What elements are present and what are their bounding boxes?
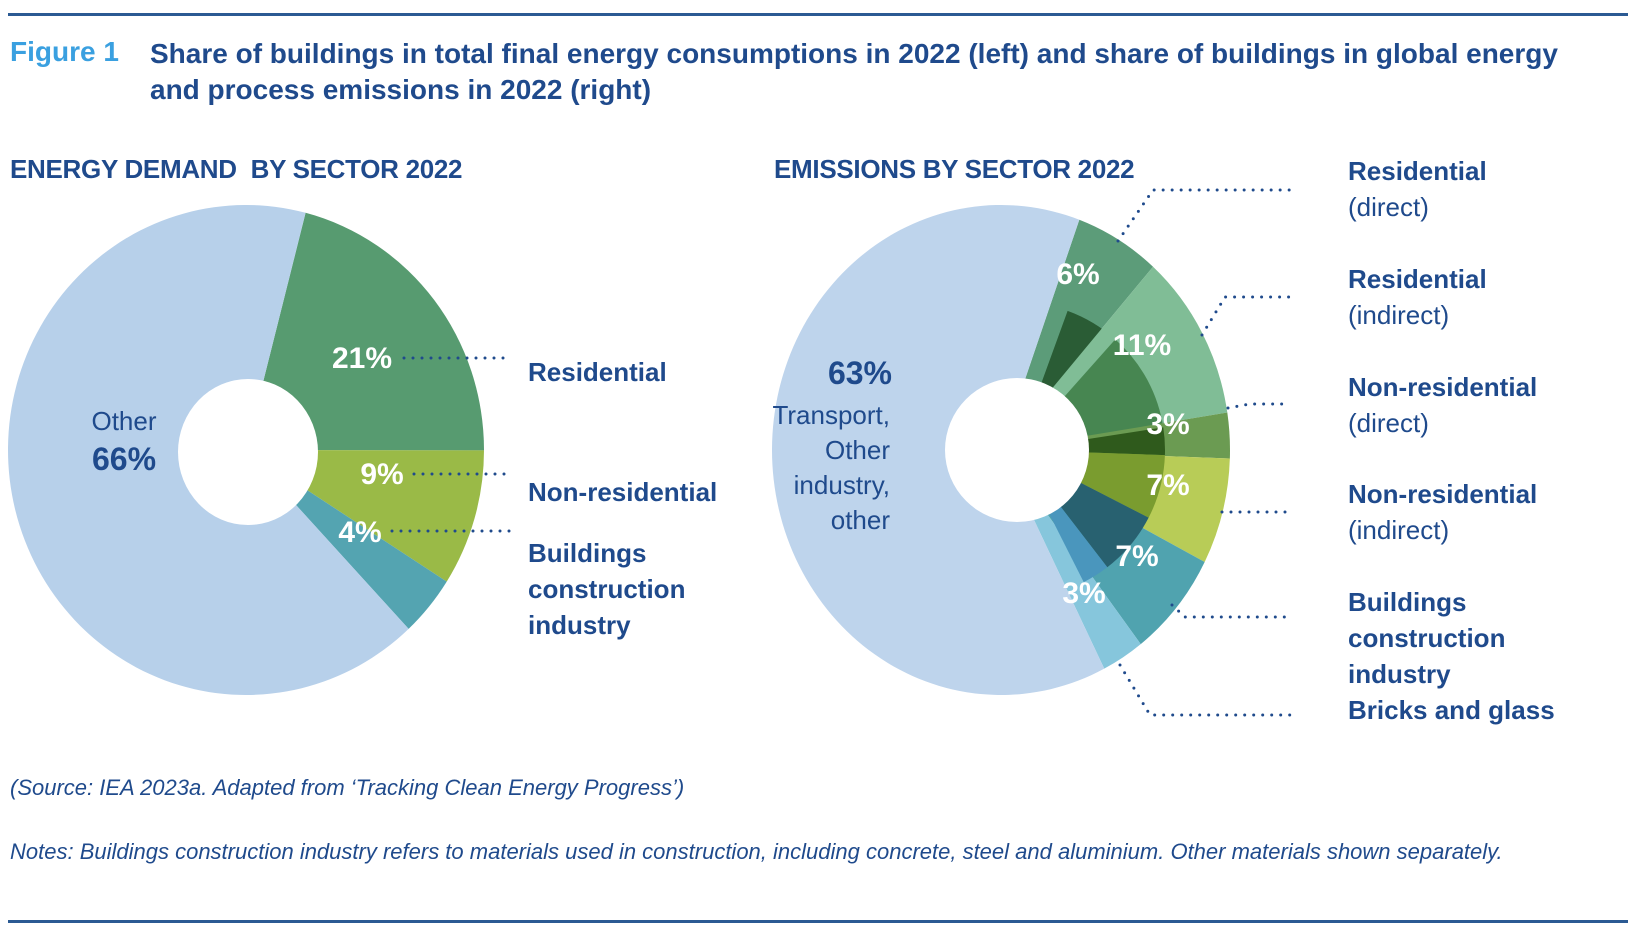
center-label-other-value: 66% — [92, 441, 156, 477]
right-chart-title: EMISSIONS BY SECTOR 2022 — [774, 154, 1135, 184]
legend-left-residential: Residential — [528, 357, 667, 387]
pct-label-left-residential: 21% — [332, 342, 392, 375]
center-label-transport-line-2: industry, — [794, 470, 890, 500]
slice-left-residential — [246, 212, 484, 451]
pct-label-right-bricks-and-glass: 3% — [1062, 577, 1105, 610]
pct-label-left-non-residential: 9% — [360, 458, 403, 491]
donut-hole-right — [945, 378, 1089, 522]
legend-right-bricks: Bricks and glass — [1348, 692, 1555, 728]
center-label-transport-line-3: other — [831, 505, 891, 535]
donut-hole-left — [178, 379, 318, 525]
legend-right-res-direct-bold: Residential — [1348, 156, 1487, 186]
pct-label-right-non-residential-direct: 3% — [1146, 408, 1189, 441]
top-rule — [8, 13, 1628, 16]
leader-line-right-2 — [1226, 402, 1292, 410]
figure-title: Share of buildings in total final energy… — [150, 38, 1558, 105]
legend-right-res-indirect-normal: (indirect) — [1348, 300, 1450, 330]
legend-right-construction: Buildings construction industry — [1348, 584, 1628, 692]
figure-label: Figure 1 — [10, 36, 119, 67]
leader-line-right-1 — [1200, 295, 1292, 337]
notes: Notes: Buildings construction industry r… — [10, 839, 1503, 864]
legend-left-construction-line1: Buildings — [528, 538, 647, 568]
pct-label-right-non-residential-indirect: 7% — [1146, 469, 1189, 502]
pct-label-right-buildings-construction-industry: 7% — [1115, 540, 1158, 573]
leader-line-right-4 — [1170, 603, 1292, 619]
legend-right-construction-line2: industry — [1348, 659, 1451, 689]
legend-right-nonres-indirect-bold: Non-residential — [1348, 479, 1538, 509]
center-label-transport-value: 63% — [828, 355, 892, 391]
legend-right-bricks-bold: Bricks and glass — [1348, 695, 1555, 725]
pct-label-right-residential-direct: 6% — [1056, 258, 1099, 291]
legend-right-nonres-indirect: Non-residential (indirect) — [1348, 476, 1537, 548]
legend-right-nonres-direct-normal: (direct) — [1348, 408, 1429, 438]
legend-right-res-indirect: Residential (indirect) — [1348, 261, 1487, 333]
legend-right-res-direct-normal: (direct) — [1348, 192, 1429, 222]
source-note: (Source: IEA 2023a. Adapted from ‘Tracki… — [10, 775, 685, 800]
legend-right-nonres-direct-bold: Non-residential — [1348, 372, 1538, 402]
slice-right-transport-other-industry-other — [772, 204, 1105, 695]
center-label-transport-line-0: Transport, — [772, 400, 890, 430]
legend-right-nonres-indirect-normal: (indirect) — [1348, 515, 1450, 545]
bottom-rule — [8, 920, 1628, 923]
center-label-transport-line-1: Other — [825, 435, 890, 465]
left-chart-title: ENERGY DEMAND BY SECTOR 2022 — [10, 154, 463, 184]
pct-label-right-residential-indirect: 11% — [1113, 329, 1171, 362]
center-label-other-name: Other — [91, 406, 156, 436]
legend-left-construction-line2: construction — [528, 574, 686, 604]
leader-line-right-5 — [1118, 663, 1292, 717]
legend-right-nonres-direct: Non-residential (direct) — [1348, 369, 1537, 441]
legend-right-construction-line1: Buildings construction — [1348, 587, 1506, 653]
legend-left-non-residential: Non-residential — [528, 477, 718, 507]
legend-right-res-indirect-bold: Residential — [1348, 264, 1487, 294]
legend-left-construction: Buildings construction industry — [528, 535, 685, 643]
legend-left-construction-line3: industry — [528, 610, 631, 640]
legend-right-res-direct: Residential (direct) — [1348, 153, 1487, 225]
leader-line-right-0 — [1116, 188, 1292, 243]
pct-label-left-buildings-construction-industry: 4% — [338, 516, 381, 549]
